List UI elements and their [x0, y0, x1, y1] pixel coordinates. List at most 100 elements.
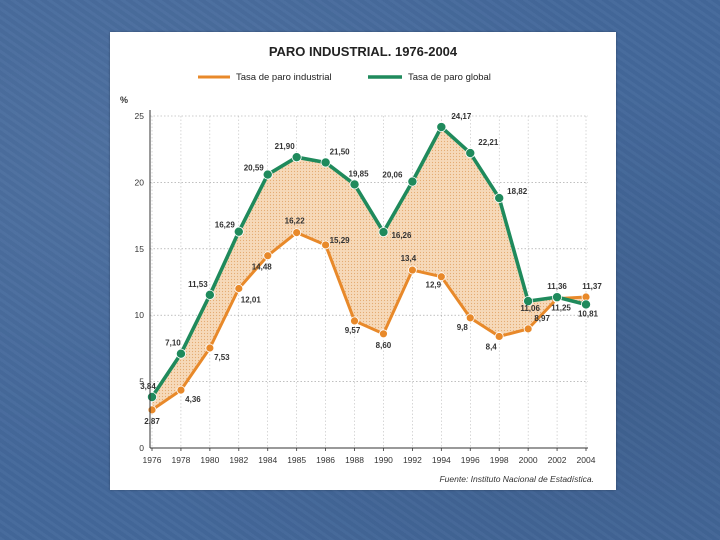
data-point-s0-7: [350, 316, 359, 326]
data-point-s1-7: [349, 179, 360, 190]
data-point-s0-2: [205, 343, 215, 353]
data-label-s1-3: 16,29: [215, 221, 236, 230]
legend-label-industrial: Tasa de paro industrial: [236, 72, 332, 83]
data-point-s1-4: [262, 169, 273, 180]
y-tick-label-4: 20: [135, 177, 145, 187]
data-label-s1-9: 20,06: [382, 171, 403, 180]
data-label-s0-13: 8,97: [534, 314, 550, 323]
data-point-s0-13: [523, 324, 533, 334]
data-label-s0-6: 15,29: [330, 236, 351, 245]
x-tick-label-11: 1996: [461, 455, 480, 465]
data-label-s1-0: 3,84: [140, 382, 156, 391]
x-tick-label-12: 1998: [490, 455, 509, 465]
data-point-s0-4: [263, 251, 273, 261]
data-label-s1-12: 18,82: [507, 187, 528, 196]
legend-label-global: Tasa de paro global: [408, 72, 491, 83]
legend: Tasa de paro industrial Tasa de paro glo…: [198, 72, 491, 83]
data-label-s1-11: 22,21: [478, 138, 499, 147]
data-point-s0-5: [292, 228, 302, 237]
data-point-s1-11: [465, 148, 476, 159]
x-tick-labels: 1976 1978 1980 1982 1984 1985 1986 1988 1990 1992…: [143, 448, 596, 465]
data-label-s0-15: 11,37: [582, 282, 602, 291]
data-point-s0-1: [176, 385, 186, 395]
y-tick-label-2: 10: [135, 310, 145, 320]
data-label-s1-10: 24,17: [451, 112, 472, 121]
y-tick-label-0: 0: [139, 443, 144, 453]
data-point-s1-10: [436, 122, 447, 133]
data-label-s1-6: 21,50: [330, 147, 351, 156]
data-label-s1-8: 16,26: [391, 231, 412, 240]
data-label-s0-7: 9,57: [345, 326, 361, 335]
data-point-s1-8: [378, 227, 389, 238]
data-label-s0-8: 8,60: [376, 341, 392, 350]
data-label-s0-12: 8,4: [486, 342, 498, 351]
data-label-s1-1: 7,10: [165, 339, 181, 348]
axes: [149, 110, 588, 449]
x-tick-label-7: 1988: [345, 455, 364, 465]
data-label-s1-14: 11,36: [547, 282, 567, 291]
y-tick-label-3: 15: [135, 244, 145, 254]
fill-between-area: [152, 127, 586, 410]
x-tick-label-14: 2002: [548, 455, 567, 465]
chart-figure: PARO INDUSTRIAL. 1976-2004 Tasa de paro …: [110, 32, 616, 490]
data-point-s1-0: [147, 392, 158, 403]
data-label-s1-5: 21,90: [275, 142, 296, 151]
data-point-s1-13: [523, 296, 534, 307]
series-line-1: [150, 125, 587, 399]
data-point-s1-12: [494, 193, 505, 204]
series-line-0: [151, 231, 587, 412]
data-point-s0-8: [379, 329, 388, 339]
x-tick-label-2: 1980: [200, 455, 219, 465]
x-tick-label-1: 1978: [171, 455, 190, 465]
data-point-s1-15: [580, 299, 591, 310]
data-point-s1-3: [233, 226, 244, 237]
data-label-s0-10: 12,9: [426, 281, 442, 290]
source-note: Fuente: Instituto Nacional de Estadístic…: [439, 474, 594, 484]
data-point-s1-2: [204, 289, 215, 300]
y-axis-unit: %: [120, 95, 128, 105]
data-point-s1-14: [552, 292, 563, 303]
data-label-s0-3: 12,01: [241, 296, 262, 305]
data-label-s1-13: 11,06: [520, 304, 540, 313]
data-label-s0-9: 13,4: [401, 254, 417, 263]
x-tick-label-9: 1992: [403, 455, 422, 465]
data-point-s0-0: [147, 405, 157, 415]
x-tick-label-5: 1985: [287, 455, 306, 465]
x-tick-label-8: 1990: [374, 455, 393, 465]
data-label-s1-4: 20,59: [244, 164, 265, 173]
chart-svg: PARO INDUSTRIAL. 1976-2004 Tasa de paro …: [120, 44, 602, 484]
data-label-s1-15: 10,81: [578, 309, 599, 318]
data-label-s1-7: 19,85: [349, 169, 370, 178]
fill-between-path: [152, 127, 586, 410]
x-tick-label-0: 1976: [143, 455, 162, 465]
y-tick-label-5: 25: [135, 111, 145, 121]
data-point-s0-11: [465, 313, 475, 323]
x-tick-label-3: 1982: [229, 455, 248, 465]
chart-title: PARO INDUSTRIAL. 1976-2004: [269, 44, 458, 59]
data-labels: 2,87 4,36 7,53 12,01 14,48 16,22 15,29 9,57 8,60…: [140, 112, 602, 426]
data-label-s0-0: 2,87: [144, 417, 160, 426]
x-tick-label-10: 1994: [432, 455, 451, 465]
data-point-s1-1: [175, 348, 186, 359]
data-point-s0-9: [407, 265, 417, 275]
y-tick-labels: 0 5 10 15 20 25: [135, 111, 145, 453]
x-tick-label-4: 1984: [258, 455, 277, 465]
data-label-s0-14: 11,25: [551, 304, 571, 313]
x-tick-label-15: 2004: [577, 455, 596, 465]
data-label-s1-2: 11,53: [188, 280, 208, 289]
x-tick-label-6: 1986: [316, 455, 335, 465]
x-tick-label-13: 2000: [519, 455, 538, 465]
data-point-s0-6: [321, 240, 331, 250]
data-label-s0-1: 4,36: [185, 395, 201, 404]
data-point-s1-6: [320, 157, 331, 168]
data-point-s1-5: [291, 152, 302, 163]
data-label-s0-4: 14,48: [252, 263, 273, 272]
data-point-s0-10: [436, 272, 446, 282]
data-label-s0-2: 7,53: [214, 353, 230, 362]
data-point-s0-3: [234, 284, 244, 293]
data-point-s1-9: [407, 176, 418, 187]
series-lines: [150, 125, 587, 412]
y-tick-label-1: 5: [139, 377, 144, 387]
data-label-s0-5: 16,22: [285, 217, 306, 226]
data-label-s0-11: 9,8: [457, 323, 469, 332]
